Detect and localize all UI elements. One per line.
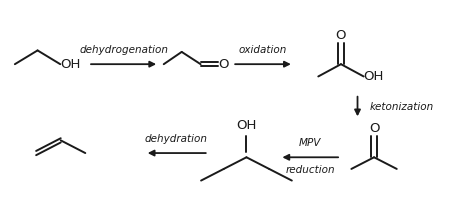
Text: O: O (336, 29, 346, 42)
Text: oxidation: oxidation (239, 45, 287, 55)
Text: OH: OH (236, 119, 256, 132)
Text: O: O (218, 58, 228, 71)
Text: O: O (369, 122, 379, 135)
Text: OH: OH (60, 58, 81, 71)
Text: MPV: MPV (299, 138, 321, 148)
Text: OH: OH (364, 70, 384, 83)
Text: ketonization: ketonization (369, 102, 434, 111)
Text: reduction: reduction (285, 165, 335, 175)
Text: dehydration: dehydration (145, 134, 208, 144)
Text: dehydrogenation: dehydrogenation (79, 45, 168, 55)
